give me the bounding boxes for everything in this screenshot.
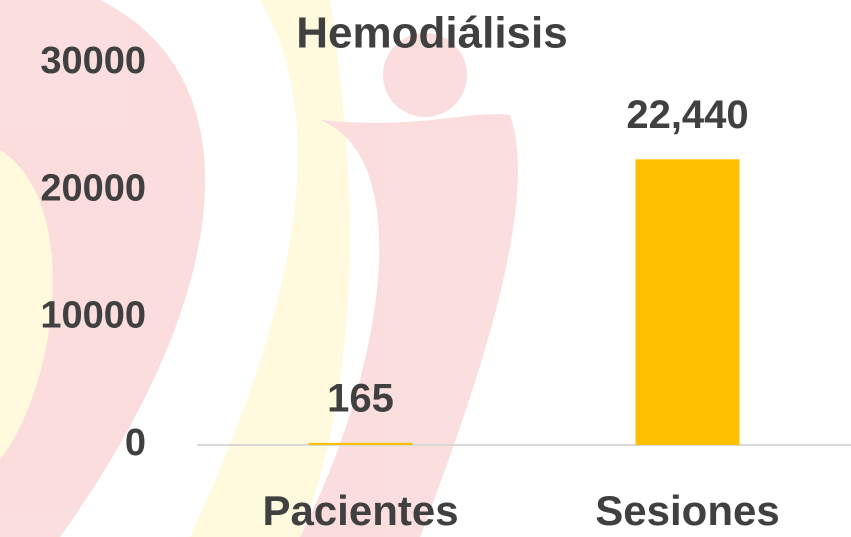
y-tick-label: 0 bbox=[125, 422, 146, 464]
value-label: 22,440 bbox=[626, 93, 748, 137]
bar bbox=[635, 159, 740, 445]
x-tick-label: Pacientes bbox=[262, 487, 458, 534]
bg-shape bbox=[300, 114, 518, 537]
background-decoration bbox=[0, 0, 518, 537]
y-tick-label: 10000 bbox=[40, 295, 146, 337]
x-tick-label: Sesiones bbox=[595, 487, 779, 534]
chart-title: Hemodiálisis bbox=[296, 9, 567, 58]
y-tick-label: 30000 bbox=[40, 40, 146, 82]
bar bbox=[308, 442, 413, 445]
bg-shape bbox=[0, 0, 206, 537]
y-tick-label: 20000 bbox=[40, 167, 146, 209]
value-label: 165 bbox=[327, 376, 394, 420]
bg-shape bbox=[383, 33, 467, 117]
bg-shape bbox=[0, 150, 53, 460]
bg-shape bbox=[190, 0, 350, 537]
